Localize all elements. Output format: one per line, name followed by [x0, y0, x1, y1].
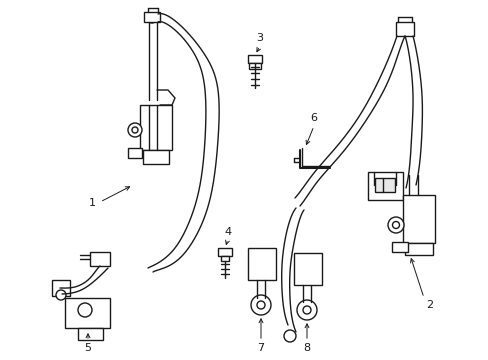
Bar: [404, 243, 432, 255]
Circle shape: [250, 295, 270, 315]
Text: 4: 4: [224, 227, 231, 237]
Text: 6: 6: [310, 113, 317, 123]
Bar: [367, 172, 402, 200]
Circle shape: [128, 123, 142, 137]
Bar: [247, 248, 275, 280]
Circle shape: [296, 300, 316, 320]
Bar: [128, 148, 142, 158]
Bar: [247, 55, 262, 63]
Text: 2: 2: [426, 300, 433, 310]
Circle shape: [56, 290, 66, 300]
Circle shape: [149, 15, 154, 21]
Bar: [90, 252, 110, 266]
Circle shape: [402, 27, 407, 32]
Bar: [218, 248, 231, 256]
Bar: [248, 63, 261, 69]
Bar: [52, 280, 70, 296]
Text: 1: 1: [88, 198, 95, 208]
Bar: [402, 195, 434, 243]
Bar: [140, 105, 172, 150]
Bar: [78, 328, 103, 340]
Bar: [142, 150, 169, 164]
Bar: [65, 298, 110, 328]
Bar: [221, 256, 228, 261]
Circle shape: [303, 306, 310, 314]
Circle shape: [132, 127, 138, 133]
Circle shape: [392, 221, 399, 229]
Circle shape: [284, 330, 295, 342]
Circle shape: [78, 303, 92, 317]
Bar: [374, 178, 394, 192]
Circle shape: [387, 217, 403, 233]
Circle shape: [257, 301, 264, 309]
Bar: [143, 12, 160, 22]
Text: 5: 5: [84, 343, 91, 353]
Bar: [293, 253, 321, 285]
Bar: [395, 22, 413, 36]
Text: 7: 7: [257, 343, 264, 353]
Circle shape: [398, 24, 410, 36]
Bar: [391, 242, 407, 252]
Circle shape: [147, 13, 157, 23]
Text: 3: 3: [256, 33, 263, 43]
Text: 8: 8: [303, 343, 310, 353]
